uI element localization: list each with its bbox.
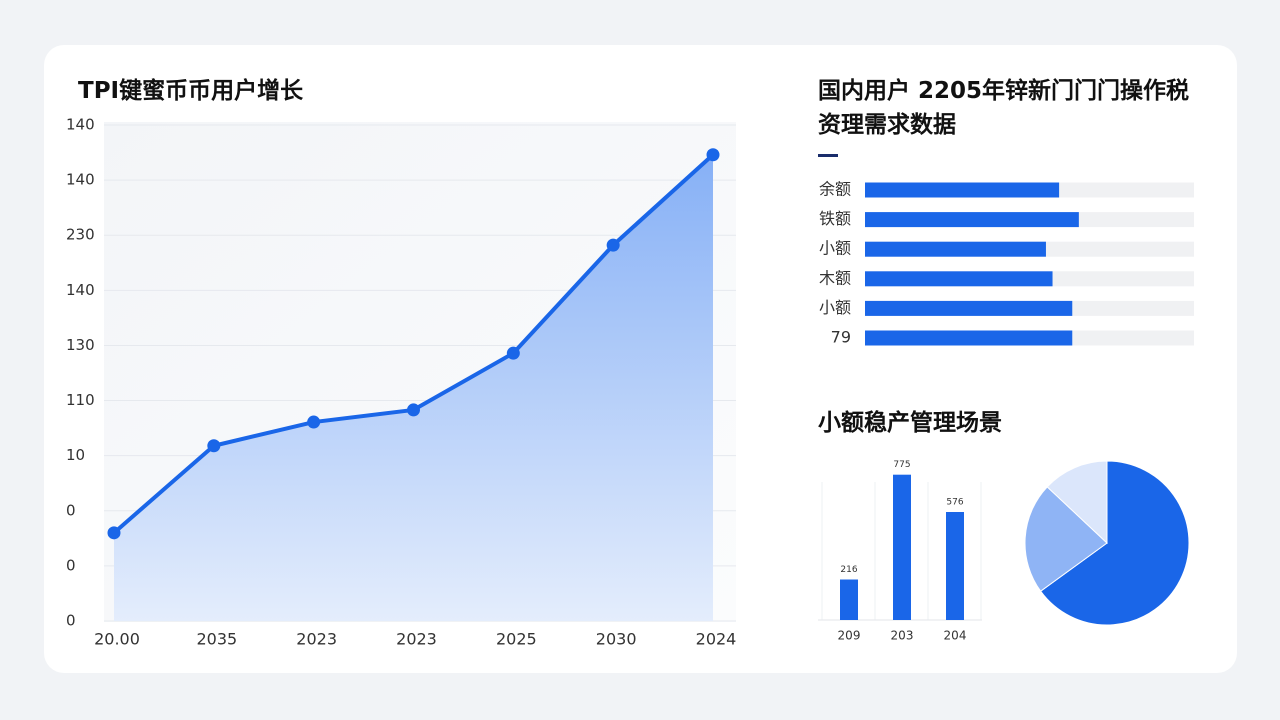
value-label: 576 [946,498,963,508]
point [606,238,620,252]
pie-slice [1046,460,1108,545]
y-tick-label: 0 [66,612,76,630]
chart-title: 小额稳产管理场景 [818,410,1002,436]
point [107,526,121,540]
bar [865,271,1053,287]
x-tick-label: 2023 [296,630,337,649]
x-tick-label: 2025 [496,630,537,649]
x-tick-label: 2024 [696,630,737,649]
bar [865,212,1079,228]
pie-slice [1039,460,1190,626]
bar [865,300,1073,316]
y-tick-label: 140 [66,171,95,189]
point [407,403,420,417]
bar [946,512,964,620]
category-label: 铁额 [819,209,851,228]
pie-slice [1024,486,1108,592]
point [706,148,720,162]
x-tick-label: 204 [944,629,967,643]
title-accent [818,154,838,157]
category-label: 小额 [819,298,851,317]
x-tick-label: 209 [838,629,861,643]
value-label: 216 [840,565,857,575]
point [307,415,321,429]
x-tick-label: 2023 [396,630,437,649]
x-tick-label: 2035 [196,630,237,649]
y-tick-label: 10 [66,446,85,464]
point [207,439,221,453]
x-tick-label: 2030 [596,630,637,649]
category-label: 木额 [819,268,851,287]
y-tick-label: 110 [66,391,95,409]
bar [893,474,911,620]
bar [865,330,1073,346]
category-label: 79 [831,328,851,347]
bar [865,182,1060,198]
y-tick-label: 140 [66,281,95,299]
bar [865,241,1046,257]
y-tick-label: 0 [66,501,76,519]
value-label: 775 [893,460,910,470]
area [114,154,713,621]
category-label: 余额 [819,180,851,199]
point [506,346,520,360]
x-tick-label: 20.00 [94,630,140,649]
chart-title: 国内用户 2205年锌新门门门操作税资理需求数据 [818,78,1190,138]
category-label: 小额 [819,239,851,258]
chart-title: TPI键蜜币币用户增长 [78,78,304,104]
y-tick-label: 230 [66,226,95,244]
y-tick-label: 140 [66,116,95,134]
y-tick-label: 0 [66,556,76,574]
bar [840,579,858,620]
y-tick-label: 130 [66,336,95,354]
x-tick-label: 203 [891,629,914,643]
